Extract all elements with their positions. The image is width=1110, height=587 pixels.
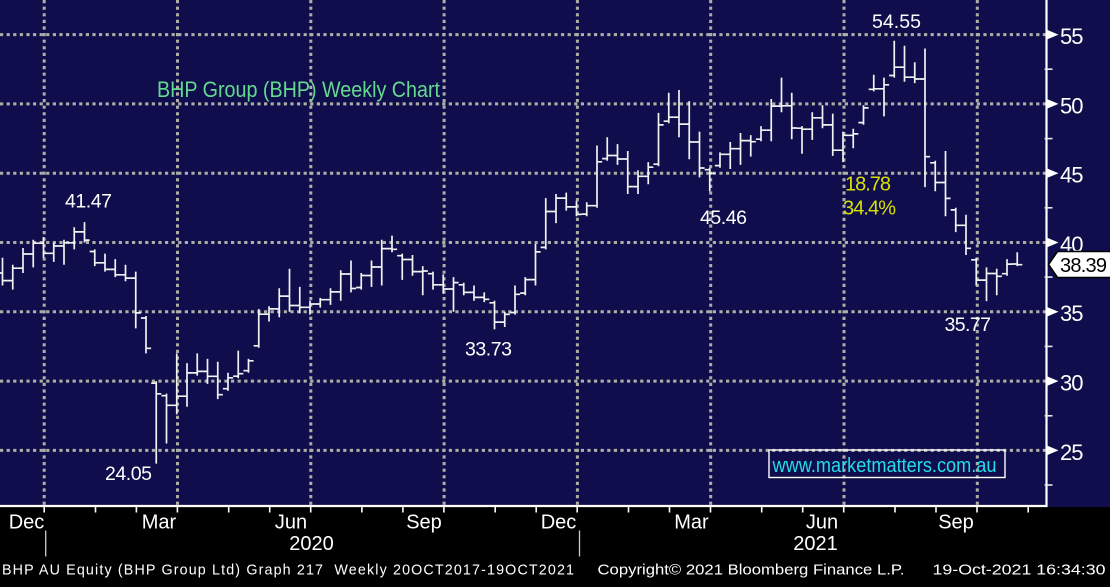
svg-text:www.marketmatters.com.au: www.marketmatters.com.au — [772, 455, 997, 477]
svg-text:BHP AU Equity (BHP Group Ltd): BHP AU Equity (BHP Group Ltd) Graph 217 … — [2, 563, 574, 579]
svg-text:Mar: Mar — [142, 512, 177, 534]
svg-text:40: 40 — [1060, 232, 1084, 257]
svg-text:18.78: 18.78 — [845, 174, 891, 196]
svg-text:2020: 2020 — [289, 533, 334, 555]
svg-text:50: 50 — [1060, 93, 1084, 118]
svg-text:45: 45 — [1060, 163, 1084, 188]
svg-text:35.77: 35.77 — [945, 314, 992, 336]
svg-text:Jun: Jun — [806, 512, 838, 534]
svg-text:34.4%: 34.4% — [843, 198, 896, 220]
svg-text:55: 55 — [1060, 24, 1084, 49]
svg-text:45.46: 45.46 — [700, 207, 747, 229]
svg-text:Sep: Sep — [406, 512, 442, 534]
svg-text:30: 30 — [1060, 371, 1084, 396]
svg-text:Dec: Dec — [541, 512, 577, 534]
svg-text:25: 25 — [1060, 440, 1084, 465]
svg-text:Mar: Mar — [674, 512, 709, 534]
svg-text:24.05: 24.05 — [105, 463, 152, 485]
svg-text:Copyright© 2021 Bloomberg Fina: Copyright© 2021 Bloomberg Finance L.P. — [598, 563, 905, 579]
svg-text:35: 35 — [1060, 301, 1084, 326]
svg-text:41.47: 41.47 — [65, 191, 112, 213]
svg-text:33.73: 33.73 — [465, 339, 512, 361]
svg-text:38.39: 38.39 — [1060, 255, 1107, 277]
svg-text:19-Oct-2021 16:34:30: 19-Oct-2021 16:34:30 — [933, 563, 1106, 579]
svg-text:Dec: Dec — [9, 512, 45, 534]
svg-text:BHP Group (BHP) Weekly Chart: BHP Group (BHP) Weekly Chart — [157, 77, 440, 102]
svg-text:54.55: 54.55 — [872, 11, 921, 33]
svg-text:2021: 2021 — [793, 533, 838, 555]
svg-text:Jun: Jun — [275, 512, 307, 534]
svg-text:Sep: Sep — [938, 512, 974, 534]
